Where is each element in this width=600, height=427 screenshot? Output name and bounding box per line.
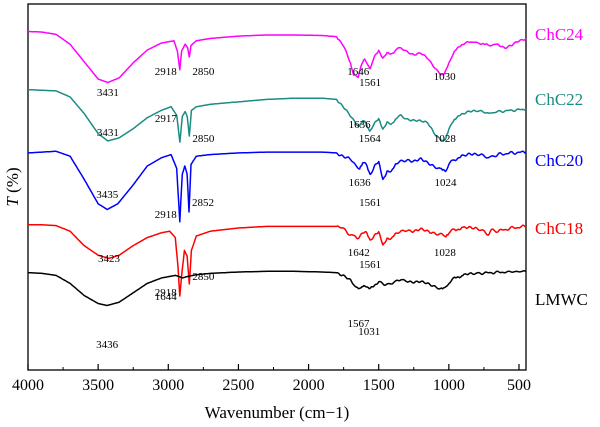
- series-name-chc22: ChC22: [535, 90, 583, 109]
- peak-label: 1561: [359, 259, 381, 271]
- x-tick-label: 2500: [222, 377, 254, 394]
- peak-label: 1642: [348, 247, 370, 259]
- peak-label: 3436: [96, 339, 119, 351]
- series-line-chc20: [28, 150, 527, 223]
- x-tick-label: 2000: [293, 377, 325, 394]
- series-names: ChC24 ChC22 ChC20 ChC18 LMWC: [535, 25, 588, 309]
- peak-label: 2850: [192, 133, 215, 145]
- peak-label: 2918: [155, 287, 178, 299]
- peak-label: 1030: [434, 71, 457, 83]
- x-axis-title: Wavenumber (cm−1): [205, 403, 350, 422]
- peak-label: 1024: [434, 177, 457, 189]
- peak-label: 1564: [359, 133, 382, 145]
- peak-label: 1646: [347, 66, 370, 78]
- series-name-chc18: ChC18: [535, 219, 583, 238]
- peak-label: 1028: [434, 247, 457, 259]
- peak-label: 1644: [155, 291, 178, 303]
- peak-label: 2850: [192, 66, 215, 78]
- series-line-chc22: [28, 88, 527, 143]
- peak-label: 3431: [97, 127, 119, 139]
- x-tick-label: 4000: [12, 377, 44, 394]
- x-tick-label: 1500: [363, 377, 395, 394]
- peak-label: 2918: [155, 66, 178, 78]
- x-tick-label: 1000: [433, 377, 465, 394]
- x-tick-label: 500: [507, 377, 531, 394]
- peak-label: 1636: [349, 119, 372, 131]
- series-line-chc24: [28, 30, 527, 84]
- series-line-lmwc: [28, 270, 527, 307]
- peak-label: 1031: [358, 326, 380, 338]
- peak-label: 3431: [97, 87, 119, 99]
- peak-label: 1561: [359, 197, 381, 209]
- series-name-lmwc: LMWC: [535, 290, 588, 309]
- series-lines: [28, 30, 527, 307]
- x-axis-ticks: 4000 3500 3000 2500 2000 1500 1000 500: [12, 364, 531, 394]
- y-axis-title: T (%): [3, 167, 22, 206]
- peak-label: 2917: [155, 113, 178, 125]
- series-name-chc24: ChC24: [535, 25, 584, 44]
- peak-label: 1028: [434, 133, 457, 145]
- x-tick-label: 3000: [152, 377, 184, 394]
- peak-label: 3423: [98, 253, 121, 265]
- y-axis-title-rest: (%): [3, 167, 22, 197]
- x-tick-label: 3500: [82, 377, 114, 394]
- peak-label: 2918: [155, 209, 178, 221]
- series-line-chc18: [28, 224, 527, 297]
- peak-label: 1567: [348, 318, 371, 330]
- peak-label: 1636: [349, 177, 372, 189]
- series-name-chc20: ChC20: [535, 151, 583, 170]
- peak-label: 3435: [96, 189, 119, 201]
- peak-label: 1561: [359, 77, 381, 89]
- y-axis-title-italic: T: [3, 196, 22, 207]
- plot-frame: [27, 3, 527, 371]
- peak-label: 2850: [192, 271, 215, 283]
- peak-label: 2852: [192, 197, 214, 209]
